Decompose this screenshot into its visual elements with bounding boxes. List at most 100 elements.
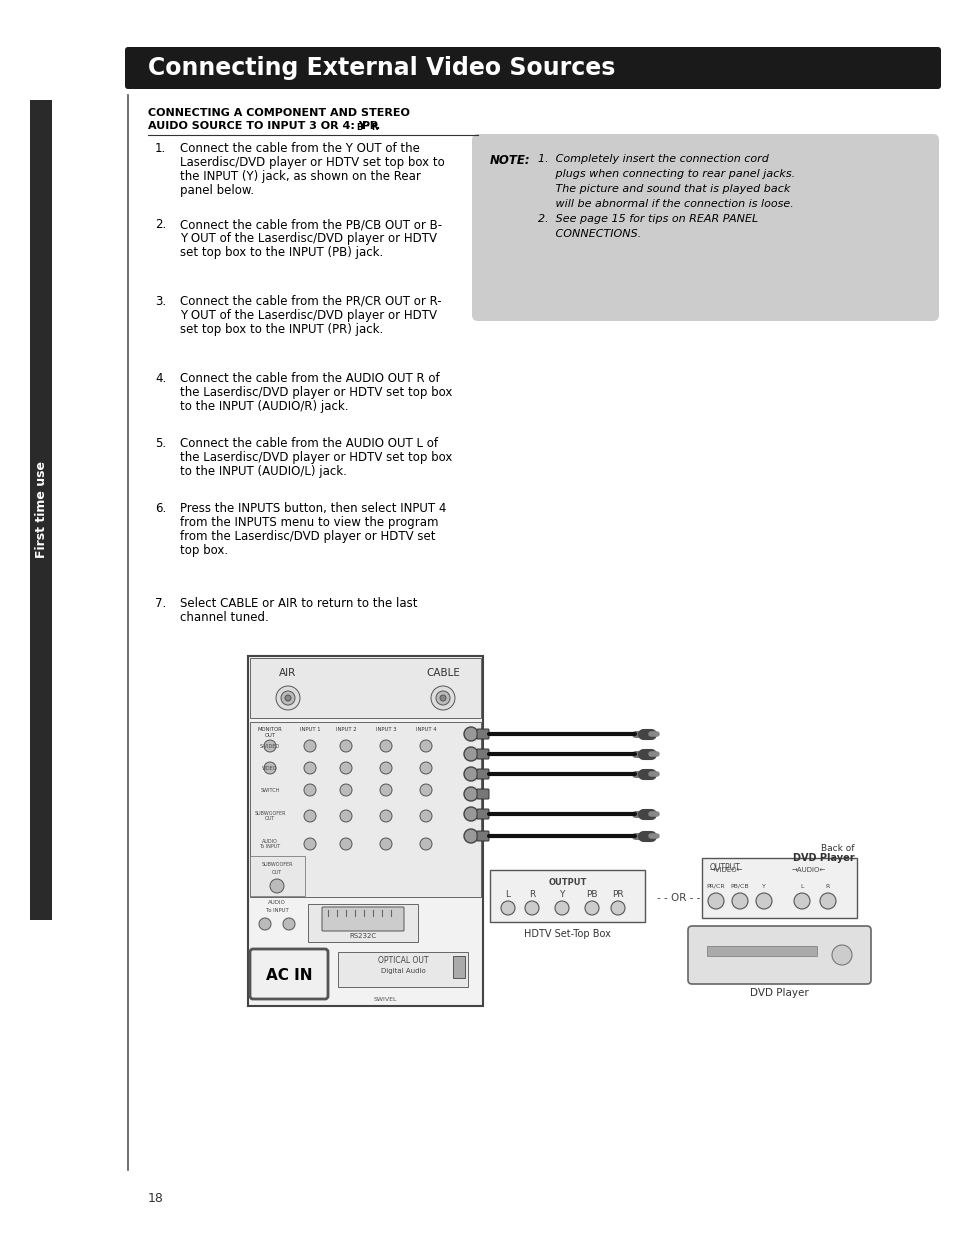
Circle shape xyxy=(831,945,851,965)
Text: SUBWOOFER
OUT: SUBWOOFER OUT xyxy=(254,810,286,821)
Circle shape xyxy=(379,784,392,797)
Circle shape xyxy=(610,902,624,915)
Text: set top box to the INPUT (PR) jack.: set top box to the INPUT (PR) jack. xyxy=(180,324,383,336)
Circle shape xyxy=(419,839,432,850)
Circle shape xyxy=(436,692,450,705)
FancyBboxPatch shape xyxy=(337,952,468,987)
Circle shape xyxy=(264,740,275,752)
Text: NOTE:: NOTE: xyxy=(490,154,530,167)
Circle shape xyxy=(379,762,392,774)
Circle shape xyxy=(731,893,747,909)
Circle shape xyxy=(339,762,352,774)
Text: 7.: 7. xyxy=(154,597,166,610)
Text: R: R xyxy=(371,124,377,132)
Circle shape xyxy=(584,902,598,915)
Circle shape xyxy=(419,784,432,797)
Circle shape xyxy=(285,695,291,701)
Circle shape xyxy=(820,893,835,909)
Text: HDTV Set-Top Box: HDTV Set-Top Box xyxy=(523,929,610,939)
Text: Connect the cable from the Y OUT of the: Connect the cable from the Y OUT of the xyxy=(180,142,419,156)
Text: R: R xyxy=(528,890,535,899)
Circle shape xyxy=(283,918,294,930)
Text: IR BLASTER: IR BLASTER xyxy=(493,752,529,757)
Text: 6.: 6. xyxy=(154,501,166,515)
Text: to the INPUT (AUDIO/R) jack.: to the INPUT (AUDIO/R) jack. xyxy=(180,400,348,412)
FancyBboxPatch shape xyxy=(250,722,480,897)
FancyBboxPatch shape xyxy=(476,748,489,760)
Circle shape xyxy=(755,893,771,909)
FancyBboxPatch shape xyxy=(476,789,489,799)
Text: Connect the cable from the AUDIO OUT L of: Connect the cable from the AUDIO OUT L o… xyxy=(180,437,437,450)
Text: - - OR - -: - - OR - - xyxy=(657,893,700,903)
Text: Y: Y xyxy=(558,890,564,899)
Text: panel below.: panel below. xyxy=(180,184,253,198)
Text: OUTPUT: OUTPUT xyxy=(709,863,740,872)
Text: AUDIO
To INPUT: AUDIO To INPUT xyxy=(259,839,280,850)
Text: the Laserdisc/DVD player or HDTV set top box: the Laserdisc/DVD player or HDTV set top… xyxy=(180,387,452,399)
Text: Connect the cable from the AUDIO OUT R of: Connect the cable from the AUDIO OUT R o… xyxy=(180,372,439,385)
Text: CONNECTING A COMPONENT AND STEREO: CONNECTING A COMPONENT AND STEREO xyxy=(148,107,410,119)
FancyBboxPatch shape xyxy=(322,906,403,931)
Text: 5.: 5. xyxy=(154,437,166,450)
Text: Connect the cable from the PB/CB OUT or B-: Connect the cable from the PB/CB OUT or … xyxy=(180,219,441,231)
FancyBboxPatch shape xyxy=(687,926,870,984)
Circle shape xyxy=(419,762,432,774)
Text: →VIDEO←: →VIDEO← xyxy=(709,867,742,873)
Text: OUTPUT: OUTPUT xyxy=(548,878,586,887)
Text: Connecting External Video Sources: Connecting External Video Sources xyxy=(148,56,615,80)
FancyBboxPatch shape xyxy=(476,831,489,841)
FancyBboxPatch shape xyxy=(250,658,480,718)
Text: Digital Audio: Digital Audio xyxy=(380,968,425,974)
Text: SWITCH: SWITCH xyxy=(260,788,279,793)
Text: B: B xyxy=(355,124,362,132)
Circle shape xyxy=(339,839,352,850)
Circle shape xyxy=(524,902,538,915)
FancyBboxPatch shape xyxy=(490,869,644,923)
Text: to the INPUT (AUDIO/L) jack.: to the INPUT (AUDIO/L) jack. xyxy=(180,466,347,478)
Circle shape xyxy=(264,762,275,774)
Circle shape xyxy=(463,787,477,802)
Text: IR BLASTER: IR BLASTER xyxy=(493,731,529,736)
Circle shape xyxy=(304,762,315,774)
Text: from the INPUTS menu to view the program: from the INPUTS menu to view the program xyxy=(180,516,438,529)
Text: INPUT 1: INPUT 1 xyxy=(299,727,320,732)
FancyBboxPatch shape xyxy=(472,135,938,321)
Text: 2.  See page 15 for tips on REAR PANEL: 2. See page 15 for tips on REAR PANEL xyxy=(537,214,758,224)
Text: 1.  Completely insert the connection cord: 1. Completely insert the connection cord xyxy=(537,154,768,164)
Circle shape xyxy=(339,810,352,823)
Circle shape xyxy=(463,829,477,844)
Text: AUIDO SOURCE TO INPUT 3 OR 4: Y-P: AUIDO SOURCE TO INPUT 3 OR 4: Y-P xyxy=(148,121,377,131)
FancyBboxPatch shape xyxy=(476,809,489,819)
Circle shape xyxy=(304,810,315,823)
Text: L: L xyxy=(800,884,803,889)
Text: PB: PB xyxy=(586,890,598,899)
Circle shape xyxy=(463,767,477,781)
Circle shape xyxy=(258,918,271,930)
Text: MONITOR
OUT: MONITOR OUT xyxy=(257,727,282,737)
Text: AUDIO: AUDIO xyxy=(268,900,286,905)
Text: will be abnormal if the connection is loose.: will be abnormal if the connection is lo… xyxy=(537,199,793,209)
Circle shape xyxy=(431,685,455,710)
Text: the INPUT (Y) jack, as shown on the Rear: the INPUT (Y) jack, as shown on the Rear xyxy=(180,170,420,183)
Text: OPTICAL OUT: OPTICAL OUT xyxy=(377,956,428,965)
Text: Connect the cable from the PR/CR OUT or R-: Connect the cable from the PR/CR OUT or … xyxy=(180,295,441,308)
Circle shape xyxy=(555,902,568,915)
FancyBboxPatch shape xyxy=(125,47,940,89)
Text: Laserdisc/DVD player or HDTV set top box to: Laserdisc/DVD player or HDTV set top box… xyxy=(180,156,444,169)
Circle shape xyxy=(275,685,299,710)
FancyBboxPatch shape xyxy=(250,948,328,999)
Circle shape xyxy=(281,692,294,705)
Text: →AUDIO←: →AUDIO← xyxy=(791,867,825,873)
Text: SUBWOOFER: SUBWOOFER xyxy=(261,862,293,867)
Text: Press the INPUTS button, then select INPUT 4: Press the INPUTS button, then select INP… xyxy=(180,501,446,515)
Text: INPUT 3: INPUT 3 xyxy=(375,727,395,732)
Text: INPUT 4: INPUT 4 xyxy=(416,727,436,732)
Text: Y OUT of the Laserdisc/DVD player or HDTV: Y OUT of the Laserdisc/DVD player or HDT… xyxy=(180,232,436,245)
Text: L: L xyxy=(505,890,510,899)
Circle shape xyxy=(419,810,432,823)
Circle shape xyxy=(379,839,392,850)
Text: 4.: 4. xyxy=(154,372,166,385)
Text: SWIVEL: SWIVEL xyxy=(374,997,396,1002)
Text: VIDEO: VIDEO xyxy=(262,766,277,771)
Circle shape xyxy=(439,695,446,701)
